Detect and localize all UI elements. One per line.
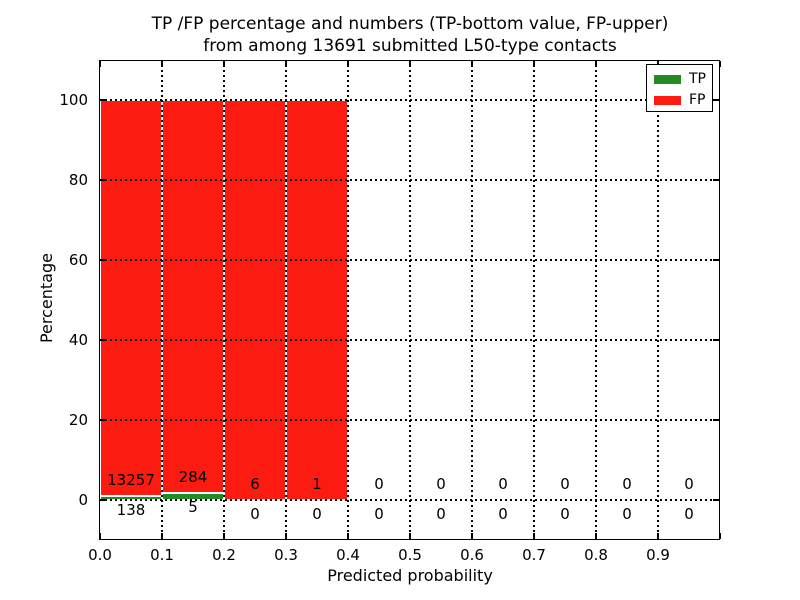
x-tick-bottom bbox=[409, 533, 411, 539]
vertical-gridline bbox=[533, 60, 535, 540]
tp-count-label: 0 bbox=[684, 505, 694, 523]
vertical-gridline bbox=[347, 60, 349, 540]
tp-count-label: 0 bbox=[560, 505, 570, 523]
tp-count-label: 0 bbox=[250, 505, 260, 523]
fp-count-label: 6 bbox=[250, 475, 260, 493]
vertical-gridline bbox=[161, 60, 163, 540]
x-tick-bottom bbox=[533, 533, 535, 539]
x-tick-bottom bbox=[161, 533, 163, 539]
tp-legend-label: TP bbox=[689, 71, 706, 87]
x-tick-bottom bbox=[595, 533, 597, 539]
x-tick-label: 0.0 bbox=[88, 546, 112, 564]
fp-legend-label: FP bbox=[689, 92, 706, 108]
x-tick-bottom bbox=[223, 533, 225, 539]
y-tick-right bbox=[713, 339, 719, 341]
x-tick-top bbox=[223, 61, 225, 67]
tp-count-label: 0 bbox=[374, 505, 384, 523]
y-axis-label: Percentage bbox=[37, 253, 56, 344]
fp-count-label: 0 bbox=[374, 475, 384, 493]
fp-count-label: 0 bbox=[622, 475, 632, 493]
x-tick-label: 0.9 bbox=[646, 546, 670, 564]
vertical-gridline bbox=[223, 60, 225, 540]
fp-count-label: 13257 bbox=[107, 470, 155, 489]
vertical-gridline bbox=[409, 60, 411, 540]
tp-swatch-icon bbox=[654, 74, 681, 84]
fp-count-label: 284 bbox=[178, 468, 208, 487]
legend: TP FP bbox=[646, 64, 713, 112]
x-tick-bottom bbox=[657, 533, 659, 539]
fp-count-label: 1 bbox=[312, 475, 322, 493]
tp-count-label: 0 bbox=[436, 505, 446, 523]
chart-title: TP /FP percentage and numbers (TP-bottom… bbox=[90, 13, 730, 57]
x-tick-top bbox=[161, 61, 163, 67]
chart-title-line2: from among 13691 submitted L50-type cont… bbox=[203, 36, 617, 56]
x-tick-label: 0.2 bbox=[212, 546, 236, 564]
x-tick-bottom bbox=[471, 533, 473, 539]
tp-count-label: 0 bbox=[312, 505, 322, 523]
x-tick-label: 0.6 bbox=[460, 546, 484, 564]
y-tick-label: 0 bbox=[78, 491, 88, 509]
y-tick-right bbox=[713, 419, 719, 421]
fp-count-label: 0 bbox=[684, 475, 694, 493]
fp-bar bbox=[224, 100, 286, 500]
y-tick-label: 20 bbox=[68, 411, 88, 429]
legend-entry-tp: TP bbox=[654, 71, 707, 87]
y-tick-label: 80 bbox=[68, 171, 88, 189]
y-tick-left bbox=[101, 259, 107, 261]
y-tick-right bbox=[713, 499, 719, 501]
x-tick-bottom bbox=[719, 533, 721, 539]
x-tick-bottom bbox=[99, 533, 101, 539]
vertical-gridline bbox=[657, 60, 659, 540]
x-tick-top bbox=[347, 61, 349, 67]
fp-count-label: 0 bbox=[560, 475, 570, 493]
fp-bar bbox=[100, 100, 162, 496]
fp-swatch-icon bbox=[654, 95, 681, 105]
vertical-gridline bbox=[471, 60, 473, 540]
x-tick-top bbox=[533, 61, 535, 67]
x-tick-top bbox=[719, 61, 721, 67]
x-tick-top bbox=[471, 61, 473, 67]
fp-count-label: 0 bbox=[498, 475, 508, 493]
x-tick-label: 0.5 bbox=[398, 546, 422, 564]
vertical-gridline bbox=[595, 60, 597, 540]
x-tick-top bbox=[409, 61, 411, 67]
fp-count-label: 0 bbox=[436, 475, 446, 493]
y-tick-left bbox=[101, 419, 107, 421]
x-tick-bottom bbox=[347, 533, 349, 539]
tp-count-label: 138 bbox=[116, 500, 146, 519]
vertical-gridline bbox=[285, 60, 287, 540]
x-axis-label: Predicted probability bbox=[327, 566, 493, 585]
x-tick-label: 0.7 bbox=[522, 546, 546, 564]
x-tick-top bbox=[99, 61, 101, 67]
y-tick-label: 100 bbox=[59, 91, 88, 109]
y-tick-right bbox=[713, 179, 719, 181]
x-tick-label: 0.1 bbox=[150, 546, 174, 564]
y-tick-left bbox=[101, 99, 107, 101]
y-tick-left bbox=[101, 339, 107, 341]
y-tick-label: 40 bbox=[68, 331, 88, 349]
y-tick-right bbox=[713, 99, 719, 101]
y-tick-left bbox=[101, 179, 107, 181]
y-tick-right bbox=[713, 259, 719, 261]
tp-count-label: 0 bbox=[622, 505, 632, 523]
x-tick-top bbox=[595, 61, 597, 67]
x-tick-label: 0.8 bbox=[584, 546, 608, 564]
x-tick-label: 0.3 bbox=[274, 546, 298, 564]
tp-count-label: 5 bbox=[188, 498, 198, 517]
x-tick-bottom bbox=[285, 533, 287, 539]
chart-title-line1: TP /FP percentage and numbers (TP-bottom… bbox=[151, 14, 669, 34]
x-tick-label: 0.4 bbox=[336, 546, 360, 564]
tp-count-label: 0 bbox=[498, 505, 508, 523]
y-tick-left bbox=[101, 499, 107, 501]
y-tick-label: 60 bbox=[68, 251, 88, 269]
x-tick-top bbox=[285, 61, 287, 67]
fp-bar bbox=[286, 100, 348, 500]
legend-entry-fp: FP bbox=[654, 92, 707, 108]
